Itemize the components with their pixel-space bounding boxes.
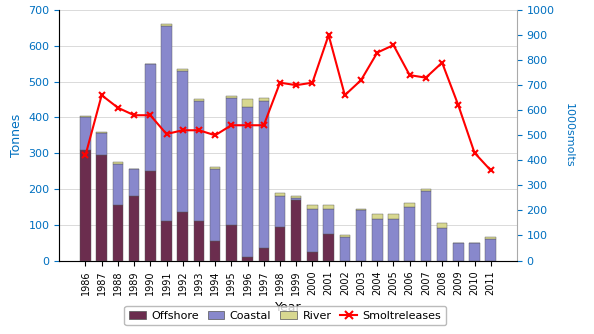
Bar	[437, 223, 447, 228]
Bar	[372, 219, 383, 261]
Bar	[242, 107, 253, 257]
Y-axis label: 1000smolts: 1000smolts	[564, 103, 574, 168]
Bar	[291, 196, 302, 198]
Bar	[145, 64, 156, 171]
Bar	[372, 214, 383, 219]
Bar	[113, 162, 123, 164]
Bar	[226, 98, 236, 225]
Bar	[405, 207, 415, 261]
Bar	[242, 257, 253, 261]
Bar	[113, 205, 123, 261]
Bar	[80, 117, 91, 150]
Bar	[194, 101, 204, 221]
Bar	[96, 132, 107, 134]
Bar	[145, 171, 156, 261]
Bar	[96, 155, 107, 261]
Bar	[258, 101, 269, 248]
Bar	[194, 100, 204, 101]
Bar	[258, 98, 269, 101]
Bar	[161, 24, 172, 26]
Bar	[437, 228, 447, 261]
Bar	[453, 242, 463, 261]
Bar	[388, 219, 399, 261]
Bar	[80, 150, 91, 261]
Bar	[178, 69, 188, 71]
Bar	[161, 221, 172, 261]
Bar	[113, 164, 123, 205]
Bar	[258, 248, 269, 261]
Bar	[274, 192, 285, 196]
Bar	[307, 205, 318, 209]
Bar	[388, 214, 399, 219]
Bar	[485, 237, 496, 239]
Bar	[178, 212, 188, 261]
Bar	[356, 209, 366, 210]
Bar	[210, 241, 220, 261]
Bar	[323, 234, 334, 261]
Bar	[340, 235, 350, 237]
Y-axis label: Tonnes: Tonnes	[10, 114, 23, 157]
Bar	[274, 226, 285, 261]
Bar	[274, 196, 285, 226]
Bar	[129, 169, 140, 196]
Bar	[210, 169, 220, 241]
Bar	[178, 71, 188, 212]
Bar	[485, 239, 496, 261]
Bar	[242, 100, 253, 107]
Bar	[469, 242, 480, 261]
Bar	[340, 237, 350, 261]
Bar	[129, 196, 140, 261]
Bar	[226, 96, 236, 98]
Bar	[226, 225, 236, 261]
Bar	[356, 210, 366, 261]
Bar	[421, 191, 431, 261]
Bar	[405, 203, 415, 207]
Bar	[194, 221, 204, 261]
Legend: Offshore, Coastal, River, Smoltreleases: Offshore, Coastal, River, Smoltreleases	[125, 306, 446, 325]
Bar	[210, 167, 220, 169]
Bar	[291, 198, 302, 200]
Bar	[307, 252, 318, 261]
Bar	[421, 189, 431, 191]
Bar	[307, 209, 318, 252]
Bar	[80, 116, 91, 117]
Bar	[323, 205, 334, 209]
X-axis label: Year: Year	[275, 301, 301, 314]
Bar	[96, 134, 107, 155]
Bar	[291, 200, 302, 261]
Bar	[323, 209, 334, 234]
Bar	[161, 26, 172, 221]
